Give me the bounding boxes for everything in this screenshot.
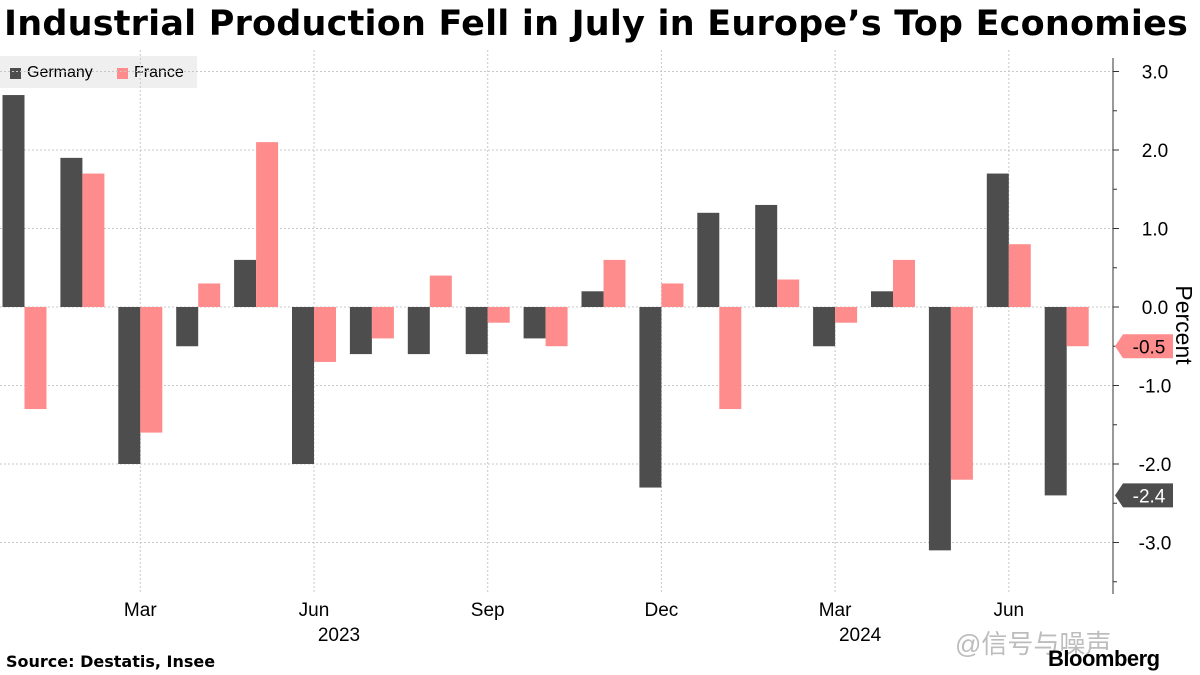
bar-germany-6 [349, 307, 372, 355]
legend-label-germany: Germany [27, 64, 93, 81]
x-tick-label: Sep [471, 600, 505, 621]
bar-germany-10 [581, 291, 604, 307]
legend-item-france: France [117, 64, 184, 82]
year-label: 2023 [318, 625, 360, 646]
bar-france-14 [835, 307, 858, 323]
bar-france-3 [198, 283, 221, 307]
bar-germany-14 [813, 307, 836, 347]
bar-france-5 [314, 307, 336, 362]
bar-germany-7 [407, 307, 430, 355]
bar-france-7 [429, 275, 452, 307]
bar-germany-5 [292, 307, 314, 464]
x-tick-label: Mar [124, 600, 157, 621]
legend-swatch-germany [10, 67, 21, 79]
bar-germany-8 [465, 307, 488, 355]
bar-germany-15 [871, 291, 893, 307]
bar-france-6 [371, 307, 394, 339]
bar-germany-9 [523, 307, 546, 339]
last-value-badge-france [1115, 334, 1173, 359]
bar-france-9 [545, 307, 568, 347]
source-note: Source: Destatis, Insee [6, 652, 216, 671]
bar-france-13 [777, 279, 800, 307]
bar-france-11 [661, 283, 684, 307]
bar-germany-16 [928, 307, 951, 551]
bar-france-18 [1066, 307, 1089, 347]
y-tick-label: 3.0 [1142, 63, 1168, 84]
x-tick-label: Jun [993, 600, 1024, 621]
bar-france-10 [603, 259, 626, 307]
watermark: @信号与噪声 [955, 629, 1112, 659]
x-tick-label: Jun [299, 600, 330, 621]
y-tick-label: -2.0 [1139, 455, 1172, 476]
y-tick-label: -1.0 [1139, 377, 1172, 398]
last-value-badge-germany [1115, 483, 1173, 508]
chart-title: Industrial Production Fell in July in Eu… [4, 4, 1189, 44]
legend-label-france: France [134, 64, 184, 81]
legend-item-germany: Germany [10, 64, 93, 82]
bar-france-1 [82, 173, 105, 307]
y-tick-label: 0.0 [1142, 298, 1168, 319]
bar-germany-18 [1044, 307, 1067, 496]
bar-france-17 [1008, 244, 1031, 307]
bar-germany-1 [60, 157, 83, 307]
y-tick-label: -3.0 [1139, 534, 1172, 555]
bar-france-2 [140, 307, 163, 433]
year-label: 2024 [839, 625, 882, 646]
bar-germany-2 [118, 307, 141, 464]
x-tick-label: Dec [645, 600, 679, 621]
bar-germany-12 [697, 212, 720, 307]
bar-germany-17 [986, 173, 1009, 307]
y-axis-label: Percent [1171, 285, 1197, 365]
bar-france-16 [950, 307, 973, 480]
legend-swatch-france [117, 67, 128, 79]
last-value-label-germany: -2.4 [1133, 486, 1166, 507]
bloomberg-logo: Bloomberg [1048, 646, 1160, 671]
y-tick-label: 2.0 [1142, 141, 1168, 162]
bar-france-8 [487, 307, 510, 323]
bar-germany-3 [176, 307, 199, 347]
bar-germany-0 [2, 95, 25, 307]
last-value-label-france: -0.5 [1133, 337, 1166, 358]
bar-france-0 [24, 307, 47, 410]
x-tick-label: Mar [819, 600, 852, 621]
bar-germany-4 [234, 259, 257, 307]
bar-germany-11 [639, 307, 662, 488]
y-tick-label: 1.0 [1142, 220, 1168, 241]
bar-france-12 [719, 307, 742, 410]
bar-france-15 [893, 259, 915, 307]
bar-germany-13 [755, 204, 778, 307]
bar-france-4 [256, 142, 279, 307]
